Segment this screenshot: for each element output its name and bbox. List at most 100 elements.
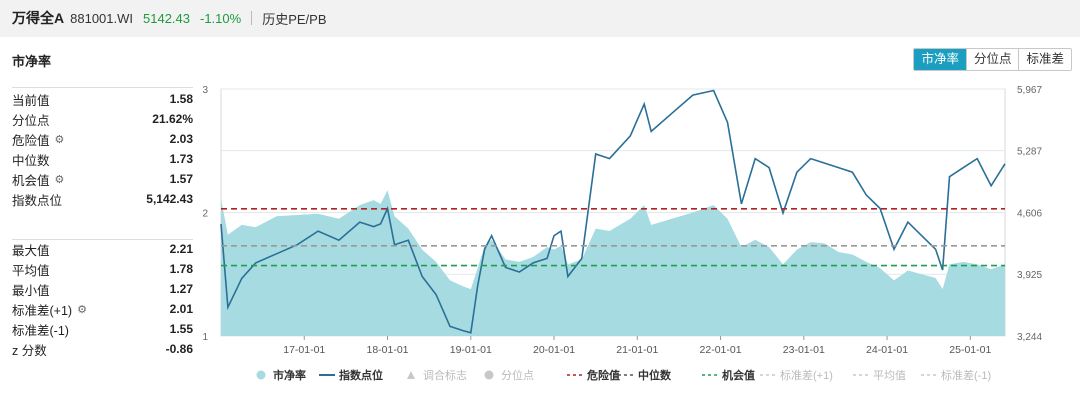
y-right-tick-label: 4,606: [1017, 208, 1042, 219]
stat-label: 最小值: [12, 280, 50, 299]
gear-icon[interactable]: ⚙: [54, 133, 65, 146]
stat-row: z 分数 -0.86: [12, 339, 193, 359]
stat-label: 标准差(+1) ⚙: [12, 300, 87, 319]
stat-label-text: 最小值: [12, 283, 50, 298]
stat-label: 最大值: [12, 240, 50, 259]
stat-value: -0.86: [165, 342, 193, 356]
stat-label-text: 指数点位: [12, 193, 63, 208]
y-left-tick-label: 3: [202, 85, 208, 96]
stat-row: 机会值 ⚙ 1.57: [12, 169, 193, 189]
stat-row: 危险值 ⚙ 2.03: [12, 129, 193, 149]
legend-item[interactable]: 调合标志: [407, 368, 467, 382]
legend-label: 分位点: [501, 368, 534, 382]
stat-row: 指数点位 5,142.43: [12, 189, 193, 209]
metric-tabs: 市净率 分位点 标准差: [913, 48, 1072, 71]
stat-row: 标准差(-1) 1.55: [12, 319, 193, 339]
legend-label: 标准差(+1): [780, 368, 833, 382]
tab-percentile[interactable]: 分位点: [965, 49, 1019, 70]
x-tick-label: 17-01-01: [283, 344, 325, 356]
stat-row: 当前值 1.58: [12, 89, 193, 109]
stat-row: 最小值 1.27: [12, 279, 193, 299]
header-bar: 万得全A 881001.WI 5142.43 -1.10% 历史PE/PB: [0, 0, 1080, 36]
y-right-tick-label: 5,287: [1017, 147, 1042, 158]
header-separator: [251, 11, 253, 25]
x-tick-label: 21-01-01: [616, 344, 658, 356]
legend-marker: [484, 370, 494, 380]
legend-item[interactable]: 分位点: [484, 368, 535, 382]
x-tick-label: 23-01-01: [783, 344, 825, 356]
stat-row: 平均值 1.78: [12, 259, 193, 279]
legend-label: 指数点位: [339, 368, 383, 382]
index-code: 881001.WI: [70, 10, 133, 26]
index-line-series: [220, 89, 1006, 334]
y-right-tick-label: 3,925: [1017, 270, 1042, 281]
stat-label-text: 当前值: [12, 93, 50, 108]
gear-icon[interactable]: ⚙: [77, 303, 87, 316]
legend-label: 市净率: [273, 368, 306, 382]
index-change: -1.10%: [200, 10, 242, 26]
stat-label: 平均值: [12, 260, 50, 279]
y-right-tick-label: 5,967: [1017, 85, 1042, 96]
pb-area-series: [221, 190, 1005, 336]
stat-value: 1.27: [169, 282, 193, 296]
stat-value: 1.78: [169, 262, 193, 276]
stat-label: z 分数: [12, 340, 47, 359]
stat-label-text: 危险值: [12, 133, 50, 148]
x-tick-label: 18-01-01: [366, 344, 408, 356]
stat-row: 分位点 21.62%: [12, 109, 193, 129]
index-name: 万得全A: [12, 10, 65, 26]
stat-label: 标准差(-1): [12, 320, 69, 339]
legend-item[interactable]: 市净率: [256, 368, 307, 382]
stat-value: 2.21: [169, 242, 193, 256]
stat-label-text: z 分数: [12, 343, 47, 358]
stats-divider-middle: [12, 239, 193, 240]
stat-label-text: 分位点: [12, 113, 50, 128]
legend-marker: [407, 371, 415, 379]
stat-label: 中位数: [12, 150, 50, 169]
x-tick-label: 20-01-01: [533, 344, 575, 356]
stat-label-text: 中位数: [12, 153, 50, 168]
legend-item[interactable]: 标准差(-1): [921, 368, 991, 382]
legend-item[interactable]: 中位数: [618, 368, 672, 382]
stat-value: 1.57: [169, 172, 193, 186]
tab-stddev[interactable]: 标准差: [1018, 49, 1071, 70]
stat-row: 中位数 1.73: [12, 149, 193, 169]
legend-label: 平均值: [873, 369, 906, 382]
stat-value: 1.73: [169, 152, 193, 166]
stat-value: 1.58: [169, 92, 193, 106]
x-tick-label: 19-01-01: [450, 344, 492, 356]
legend-label: 标准差(-1): [941, 368, 991, 382]
stat-row: 标准差(+1) ⚙ 2.01: [12, 299, 193, 319]
x-tick-label: 25-01-01: [949, 344, 991, 356]
legend-item[interactable]: 平均值: [853, 369, 906, 382]
page-subtitle[interactable]: 历史PE/PB: [262, 11, 327, 27]
stats-top: 当前值 1.58 分位点 21.62% 危险值 ⚙ 2.03 中位数 1.73 机会值 ⚙ 1.57 指…: [12, 89, 193, 209]
stat-label-text: 平均值: [12, 263, 50, 278]
pb-chart: 3 2 1 5,967 5,287 4,606 3,925 3,244 17-01-01 18-0…: [202, 85, 1042, 382]
legend-item[interactable]: 机会值: [702, 368, 755, 382]
chart-panel: 市净率 市净率 分位点 标准差 当前值 1.58 分位点 21.62% 危险值 ⚙ 2.03…: [0, 37, 1080, 407]
y-left-tick-label: 2: [202, 209, 208, 220]
stat-value: 21.62%: [152, 112, 193, 126]
stats-bottom: 最大值 2.21 平均值 1.78 最小值 1.27 标准差(+1) ⚙ 2.01 标准差(-1)…: [12, 239, 193, 359]
y-left-tick-label: 1: [202, 332, 208, 343]
stat-value: 2.03: [169, 132, 193, 146]
legend-label: 危险值: [586, 368, 620, 382]
tab-pb[interactable]: 市净率: [914, 49, 966, 70]
legend-item[interactable]: 指数点位: [319, 368, 383, 382]
stat-label: 机会值 ⚙: [12, 170, 64, 189]
gear-icon[interactable]: ⚙: [54, 173, 65, 186]
legend-label: 机会值: [722, 368, 755, 382]
x-tick-label: 24-01-01: [866, 344, 908, 356]
legend-item[interactable]: 危险值: [567, 368, 620, 382]
legend-label: 调合标志: [423, 368, 467, 382]
stat-label-text: 标准差(+1): [12, 303, 73, 318]
stat-label: 分位点: [12, 110, 50, 129]
stat-label-text: 最大值: [12, 243, 50, 258]
stat-value: 1.55: [169, 322, 193, 336]
legend-item[interactable]: 标准差(+1): [760, 368, 833, 382]
stat-row: 最大值 2.21: [12, 239, 193, 259]
legend-marker: [256, 370, 266, 380]
stat-label-text: 标准差(-1): [12, 323, 69, 338]
legend-label: 中位数: [638, 368, 672, 382]
